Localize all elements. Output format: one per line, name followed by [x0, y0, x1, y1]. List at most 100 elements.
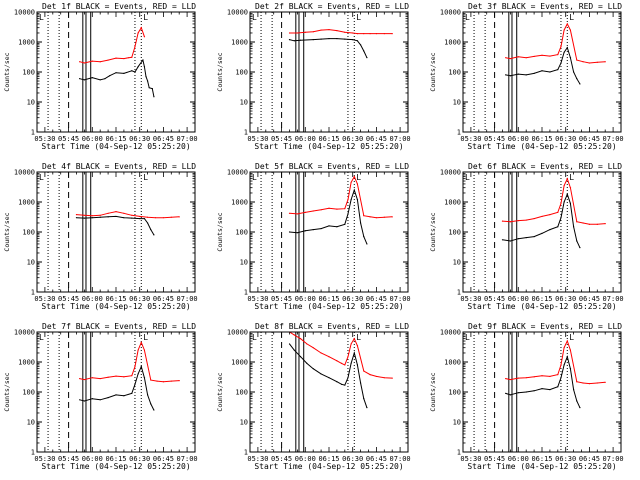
lld-point — [596, 61, 598, 63]
x-tick-label: 06:00 — [508, 135, 529, 143]
lld-point — [336, 208, 338, 210]
x-axis-label: Start Time (04-Sep-12 05:25:20) — [41, 142, 190, 151]
events-point — [123, 72, 125, 74]
lld-point — [375, 33, 377, 35]
x-tick-label: 05:30 — [34, 135, 55, 143]
x-tick-label: 06:15 — [531, 135, 552, 143]
chart-title: Det 9f BLACK = Events, RED = LLD — [468, 322, 622, 331]
y-tick-label: 10000 — [227, 169, 248, 177]
lld-point — [320, 209, 322, 211]
lld-series-line — [502, 177, 606, 225]
events-point — [104, 78, 106, 80]
lld-point — [517, 377, 519, 379]
x-tick-label: 06:45 — [153, 455, 174, 463]
events-point — [360, 382, 362, 384]
lld-point — [83, 62, 85, 64]
events-point — [336, 226, 338, 228]
lld-point — [391, 216, 393, 218]
lld-point — [363, 370, 365, 372]
events-point — [336, 381, 338, 383]
events-point — [549, 229, 551, 231]
lld-point — [341, 362, 343, 364]
corner-marker-right: L — [569, 333, 574, 342]
lld-point — [569, 29, 572, 31]
x-tick-label: 05:45 — [484, 455, 505, 463]
x-tick-label: 06:00 — [82, 295, 103, 303]
y-tick-label: 1 — [244, 289, 248, 297]
lld-point — [517, 56, 519, 58]
events-point — [328, 377, 330, 379]
events-point — [107, 397, 109, 399]
events-point — [320, 373, 322, 375]
y-tick-label: 1 — [31, 129, 35, 137]
events-point — [75, 217, 78, 219]
y-axis-label: Counts/sec — [429, 212, 437, 251]
lld-point — [541, 215, 543, 218]
lld-series-line — [505, 339, 606, 385]
lld-point — [525, 377, 527, 379]
lld-point — [123, 212, 125, 214]
lld-point — [509, 378, 511, 381]
lld-point — [533, 217, 535, 220]
chart-panel: Det 7f BLACK = Events, RED = LLD Counts/s… — [3, 322, 198, 471]
events-point — [328, 225, 330, 227]
events-point — [115, 394, 117, 396]
lld-point — [140, 341, 142, 344]
events-point — [366, 243, 368, 245]
lld-point — [147, 216, 149, 218]
events-point — [131, 217, 133, 219]
lld-point — [140, 27, 142, 29]
events-point — [83, 217, 85, 219]
chart-panel: Det 1f BLACK = Events, RED = LLD Counts/s… — [3, 2, 198, 151]
x-tick-label: 06:45 — [153, 295, 174, 303]
plot-frame — [249, 171, 409, 293]
lld-point — [304, 31, 306, 33]
lld-point — [604, 223, 606, 225]
plot-area — [288, 175, 393, 245]
corner-marker-left: L — [465, 13, 470, 22]
x-tick-label: 06:45 — [366, 455, 387, 463]
events-point — [533, 72, 535, 74]
events-point — [344, 384, 346, 386]
x-tick-label: 06:15 — [105, 455, 126, 463]
x-tick-label: 06:30 — [555, 135, 576, 143]
lld-point — [123, 57, 125, 60]
lld-point — [336, 360, 338, 362]
lld-point — [505, 57, 507, 59]
events-point — [501, 239, 504, 241]
plot-area — [288, 332, 393, 409]
lld-point — [134, 366, 136, 368]
events-point — [563, 201, 565, 203]
lld-point — [509, 221, 511, 223]
lld-point — [344, 31, 346, 33]
lld-point — [525, 219, 527, 221]
y-tick-label: 10 — [27, 419, 35, 427]
lld-point — [369, 374, 371, 376]
lld-point — [115, 57, 117, 59]
chart-panel: Det 5f BLACK = Events, RED = LLD Counts/s… — [216, 162, 411, 311]
events-point — [79, 78, 81, 80]
events-point — [336, 37, 338, 40]
events-point — [109, 75, 111, 77]
y-tick-label: 1000 — [18, 359, 35, 367]
events-point — [353, 189, 355, 191]
events-point — [560, 62, 562, 64]
chart-title: Det 8f BLACK = Events, RED = LLD — [255, 322, 409, 331]
y-tick-label: 100 — [235, 229, 248, 237]
lld-point — [162, 381, 164, 383]
x-tick-label: 06:30 — [342, 135, 363, 143]
events-point — [563, 364, 565, 366]
lld-point — [344, 364, 346, 366]
lld-point — [563, 347, 565, 349]
y-tick-label: 1000 — [444, 199, 461, 207]
events-point — [139, 217, 141, 220]
lld-point — [604, 381, 606, 383]
lld-point — [83, 378, 85, 381]
y-tick-label: 10 — [27, 99, 35, 107]
corner-marker-left: L — [252, 173, 257, 182]
events-point — [91, 398, 93, 400]
lld-point — [137, 32, 139, 34]
events-point — [525, 74, 527, 76]
y-tick-label: 100 — [235, 69, 248, 77]
plot-frame — [462, 171, 622, 293]
